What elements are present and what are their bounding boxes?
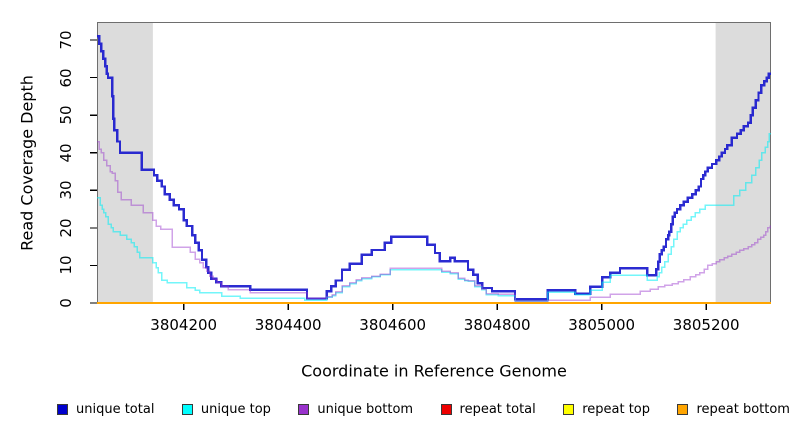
x-tick-label: 3804600 [359,316,427,334]
y-tick-label: 60 [57,68,75,88]
legend-swatch-icon [440,403,452,415]
x-tick-label: 3805200 [672,316,740,334]
series-line-unique-top [97,133,771,302]
shaded-region-right [715,22,771,303]
legend-label: unique top [200,401,271,417]
y-tick-label: 50 [57,105,75,125]
legend-label: unique bottom [317,401,414,417]
legend-item-repeat-bottom: repeat bottom [677,402,790,417]
legend-item-unique-top: unique top [181,401,271,417]
series-line-unique-bottom [97,140,771,302]
y-tick-label: 20 [57,218,75,238]
legend-item-unique-total: unique total [57,402,154,417]
x-tick-label: 3804200 [150,316,218,334]
y-tick-label: 40 [57,143,75,163]
plot-box [97,22,771,303]
legend-item-repeat-top: repeat top [563,402,650,417]
x-tick-label: 3805000 [568,316,636,334]
legend-label: repeat top [582,401,650,417]
legend-swatch-icon [57,403,68,415]
legend-swatch-icon [677,403,689,415]
legend-label: repeat total [459,401,536,417]
legend-swatch-icon [563,403,575,415]
legend-label: repeat bottom [696,401,790,417]
legend: unique total unique top unique bottom repea… [57,400,790,418]
legend-swatch-icon [181,403,193,415]
legend-item-repeat-total: repeat total [440,401,536,417]
y-tick-label: 10 [57,255,75,275]
y-tick-label: 30 [57,180,75,200]
legend-label: unique total [76,401,155,417]
x-axis-title: Coordinate in Reference Genome [301,361,567,381]
y-tick-label: 70 [57,30,75,50]
series-line-unique-total [97,35,771,301]
y-tick-label: 0 [57,298,75,308]
legend-swatch-icon [298,403,310,415]
x-tick-label: 3804400 [254,316,322,334]
legend-item-unique-bottom: unique bottom [298,402,413,417]
x-tick-label: 3804800 [463,316,531,334]
y-axis-title: Read Coverage Depth [17,75,37,251]
